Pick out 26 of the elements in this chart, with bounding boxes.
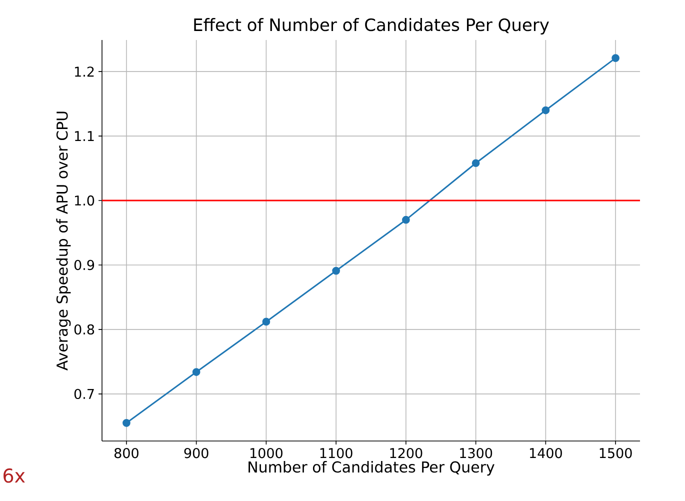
- y-tick-label: 1.2: [75, 66, 94, 77]
- y-tick-label: 1.1: [75, 131, 94, 141]
- point: [612, 54, 620, 62]
- point: [402, 216, 410, 224]
- x-tick-label: 800: [114, 448, 138, 458]
- y-tick-label: 1.0: [75, 195, 94, 206]
- y-tick-label: 0.7: [74, 388, 94, 400]
- point: [192, 368, 200, 376]
- point: [542, 106, 550, 114]
- point: [122, 418, 130, 427]
- chart-title: Effect of Number of Candidates Per Query: [194, 18, 549, 34]
- x-tick-label: 1000: [250, 448, 282, 458]
- y-tick-label: 0.9: [74, 260, 94, 270]
- x-tick-label: 1300: [460, 448, 492, 458]
- x-tick-label: 1500: [600, 448, 632, 458]
- point: [262, 318, 270, 326]
- point: [332, 266, 340, 275]
- x-tick-label: 1200: [390, 448, 422, 458]
- x-tick-label: 1100: [320, 448, 352, 458]
- x-axis-title: Number of Candidates Per Query: [248, 461, 494, 476]
- x-tick-label: 900: [184, 448, 208, 458]
- x-tick-label: 1400: [530, 448, 562, 458]
- y-tick-label: 0.8: [74, 324, 94, 335]
- point: [472, 159, 480, 168]
- y-axis-title: Average Speedup of APU over CPU: [56, 112, 71, 370]
- text: 6x: [4, 468, 25, 483]
